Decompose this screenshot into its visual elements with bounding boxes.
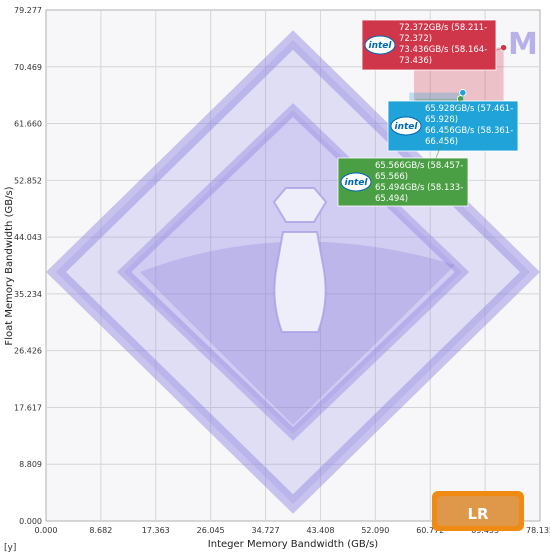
intel-logo-icon (364, 35, 396, 55)
brand-logo-text: LR (467, 505, 489, 523)
callout-line: 66.456GB/s (58.361- (425, 126, 513, 136)
x-tick-label: 0.000 (35, 526, 58, 535)
x-tick-label: 8.682 (89, 526, 112, 535)
callout: intel 72.372GB/s (58.211-72.372)73.436GB/… (361, 19, 504, 71)
callout-line: 65.566GB/s (58.457- (375, 161, 463, 171)
intel-logo-icon (340, 172, 372, 192)
x-tick-label: 78.135 (526, 526, 550, 535)
y-axis-label: Float Memory Bandwidth (GB/s) (4, 186, 15, 345)
intel-logo-icon (390, 116, 422, 136)
x-tick-label: 34.727 (252, 526, 280, 535)
y-tick-label: 17.617 (14, 403, 42, 412)
y-tick-label: 8.809 (19, 460, 42, 469)
x-tick-label: 43.408 (306, 526, 334, 535)
y-tick-label: 70.469 (14, 63, 42, 72)
brand-logo: LR (432, 491, 524, 531)
callout-line: 65.928GB/s (57.461- (425, 104, 513, 114)
callout-line: 65.494GB/s (58.133- (375, 183, 463, 193)
callout-line: 65.928) (425, 115, 458, 125)
y-tick-labels: 0.000 8.809 17.617 26.426 35.234 44.043 52.852… (14, 6, 42, 526)
intel-logo-text: intel (345, 178, 369, 188)
callout-line: 65.494) (375, 194, 408, 204)
gridlines (46, 10, 540, 521)
y-tick-label: 44.043 (14, 233, 42, 242)
y-tick-label: 26.426 (14, 347, 42, 356)
callout-line: 66.456) (425, 137, 458, 147)
watermark-letter: M (508, 27, 538, 62)
watermark-diamond (46, 30, 540, 514)
callout: intel 65.928GB/s (57.461-65.928)66.456GB/… (387, 92, 519, 152)
corner-label: [y] (4, 543, 16, 553)
callout-line: 72.372GB/s (58.211- (399, 23, 487, 33)
y-tick-label: 35.234 (14, 290, 42, 299)
callout-line: 72.372) (399, 34, 432, 44)
callout-line: 65.566) (375, 172, 408, 182)
x-tick-label: 52.090 (361, 526, 389, 535)
intel-logo-text: intel (369, 41, 393, 51)
y-tick-label: 0.000 (19, 517, 42, 526)
x-tick-label: 60.772 (416, 526, 444, 535)
x-tick-label: 26.045 (197, 526, 225, 535)
callout: intel 65.566GB/s (58.457-65.566)65.494GB/… (337, 98, 469, 207)
callouts: intel 72.372GB/s (58.211-72.372)73.436GB/… (337, 19, 519, 207)
intel-logo-text: intel (395, 122, 419, 132)
x-axis-label: Integer Memory Bandwidth (GB/s) (208, 539, 379, 550)
x-tick-label: 17.363 (142, 526, 170, 535)
callout-line: 73.436GB/s (58.164- (399, 45, 487, 55)
y-tick-label: 52.852 (14, 176, 42, 185)
y-tick-label: 61.660 (14, 120, 42, 129)
y-tick-label: 79.277 (14, 6, 42, 15)
callout-line: 73.436) (399, 56, 432, 66)
